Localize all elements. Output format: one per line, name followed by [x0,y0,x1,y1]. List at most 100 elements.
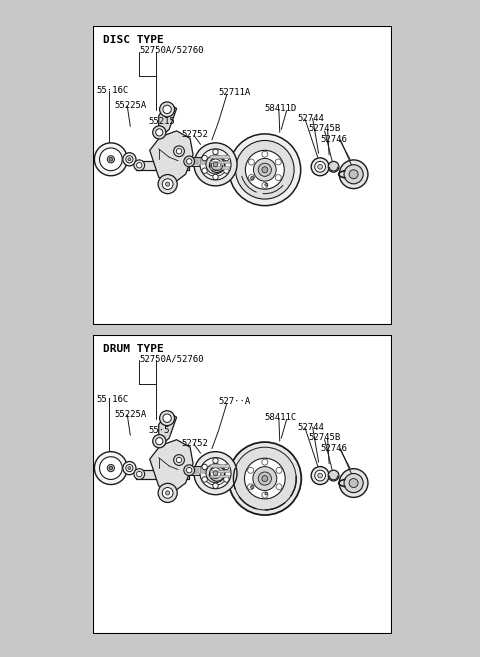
Circle shape [248,484,253,489]
Circle shape [213,162,218,167]
Polygon shape [196,467,197,473]
Text: 52752: 52752 [181,439,208,448]
Circle shape [126,464,133,472]
Circle shape [162,487,173,498]
Polygon shape [193,467,195,473]
Polygon shape [201,467,202,473]
Circle shape [245,150,284,189]
Circle shape [224,464,229,470]
Polygon shape [198,467,200,473]
Text: 55225A: 55225A [114,410,147,419]
Circle shape [251,485,254,489]
Polygon shape [193,158,195,164]
Circle shape [344,165,363,184]
Circle shape [202,464,207,470]
Circle shape [187,159,192,164]
Circle shape [349,170,358,179]
Circle shape [202,168,207,173]
Circle shape [200,458,231,489]
Polygon shape [191,158,192,164]
Circle shape [108,464,114,472]
Circle shape [262,476,268,482]
Text: DRUM TYPE: DRUM TYPE [103,344,164,353]
Circle shape [276,175,281,181]
Circle shape [126,156,133,163]
Circle shape [163,105,171,114]
Circle shape [311,466,329,485]
Circle shape [162,179,173,189]
Circle shape [109,158,113,161]
Text: 52744: 52744 [298,422,324,432]
Polygon shape [198,158,200,164]
Circle shape [224,156,229,161]
Text: 52750A/52760: 52750A/52760 [139,355,204,363]
Circle shape [184,156,194,167]
Circle shape [315,470,325,481]
Polygon shape [209,156,229,158]
Circle shape [236,141,294,199]
Circle shape [213,458,218,463]
Circle shape [95,451,127,485]
Polygon shape [196,158,197,164]
Circle shape [123,152,136,166]
Circle shape [262,167,268,173]
Text: 52745B: 52745B [308,124,340,133]
Circle shape [339,468,368,497]
Circle shape [224,477,229,482]
Text: 52745B: 52745B [308,433,340,442]
Circle shape [262,459,268,465]
Circle shape [158,175,177,194]
Polygon shape [189,466,209,474]
Circle shape [166,491,170,495]
Text: 52746: 52746 [320,135,347,144]
Circle shape [200,149,231,180]
Text: 52746: 52746 [320,443,347,453]
Circle shape [213,149,218,154]
Circle shape [109,466,113,470]
Polygon shape [150,440,193,492]
Circle shape [315,162,325,172]
Text: 527··A: 527··A [218,397,251,406]
Polygon shape [203,467,204,473]
Circle shape [159,411,175,426]
Text: 58411D: 58411D [265,104,297,113]
Circle shape [174,146,184,156]
Polygon shape [209,470,229,472]
Polygon shape [191,467,192,473]
Circle shape [318,164,323,169]
Text: 52744: 52744 [298,114,324,123]
Circle shape [99,148,122,171]
Circle shape [229,134,300,206]
Circle shape [262,151,268,157]
Polygon shape [209,475,229,478]
Circle shape [128,466,131,470]
Circle shape [153,126,166,139]
Text: 55·5: 55·5 [148,426,170,435]
Circle shape [244,458,285,499]
Text: 52752: 52752 [181,130,208,139]
Polygon shape [203,158,204,164]
Text: DISC TYPE: DISC TYPE [103,35,164,45]
Circle shape [202,477,207,482]
Polygon shape [205,158,207,164]
Circle shape [311,158,329,176]
Circle shape [158,484,177,503]
Circle shape [328,162,339,172]
Circle shape [95,143,127,175]
Circle shape [276,467,282,473]
Polygon shape [209,166,229,169]
Circle shape [166,182,170,186]
Circle shape [194,143,237,186]
Circle shape [318,473,323,478]
Circle shape [123,461,136,474]
Circle shape [206,464,225,483]
Polygon shape [208,158,209,164]
Circle shape [233,447,296,510]
Circle shape [248,467,253,473]
Text: 52711A: 52711A [218,88,251,97]
Text: 55225A: 55225A [114,101,147,110]
Polygon shape [159,102,177,139]
Circle shape [213,174,218,179]
Circle shape [258,472,271,485]
Circle shape [265,183,268,186]
